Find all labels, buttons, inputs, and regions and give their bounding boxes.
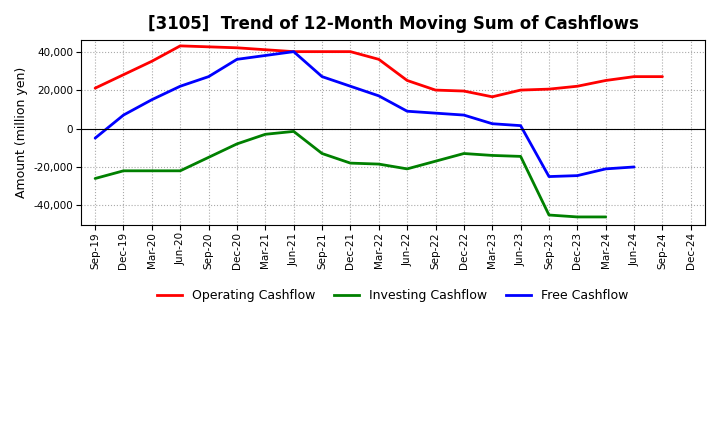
Investing Cashflow: [544, 213, 553, 218]
Investing Cashflow: [516, 154, 525, 159]
Free Cashflow: [289, 49, 298, 54]
Free Cashflow: [516, 123, 525, 128]
Free Cashflow: [261, 53, 270, 58]
Free Cashflow: [120, 113, 128, 118]
Operating Cashflow: [488, 94, 497, 99]
Free Cashflow: [176, 84, 184, 89]
Line: Operating Cashflow: Operating Cashflow: [95, 46, 662, 97]
Investing Cashflow: [346, 161, 355, 166]
Free Cashflow: [233, 57, 241, 62]
Legend: Operating Cashflow, Investing Cashflow, Free Cashflow: Operating Cashflow, Investing Cashflow, …: [153, 284, 634, 307]
Investing Cashflow: [176, 168, 184, 173]
Investing Cashflow: [488, 153, 497, 158]
Free Cashflow: [573, 173, 582, 178]
Free Cashflow: [459, 113, 468, 118]
Operating Cashflow: [120, 72, 128, 77]
Operating Cashflow: [658, 74, 667, 79]
Operating Cashflow: [544, 87, 553, 92]
Investing Cashflow: [374, 161, 383, 167]
Free Cashflow: [601, 166, 610, 172]
Operating Cashflow: [402, 78, 411, 83]
Investing Cashflow: [148, 168, 156, 173]
Investing Cashflow: [261, 132, 270, 137]
Investing Cashflow: [289, 129, 298, 134]
Line: Free Cashflow: Free Cashflow: [95, 51, 634, 176]
Y-axis label: Amount (million yen): Amount (million yen): [15, 67, 28, 198]
Investing Cashflow: [233, 141, 241, 147]
Operating Cashflow: [318, 49, 326, 54]
Free Cashflow: [374, 93, 383, 99]
Operating Cashflow: [374, 57, 383, 62]
Investing Cashflow: [91, 176, 99, 181]
Investing Cashflow: [459, 151, 468, 156]
Operating Cashflow: [233, 45, 241, 51]
Operating Cashflow: [346, 49, 355, 54]
Operating Cashflow: [431, 88, 440, 93]
Investing Cashflow: [120, 168, 128, 173]
Operating Cashflow: [204, 44, 213, 49]
Free Cashflow: [431, 110, 440, 116]
Operating Cashflow: [261, 47, 270, 52]
Operating Cashflow: [148, 59, 156, 64]
Operating Cashflow: [601, 78, 610, 83]
Investing Cashflow: [204, 155, 213, 160]
Free Cashflow: [148, 97, 156, 103]
Operating Cashflow: [289, 49, 298, 54]
Free Cashflow: [630, 164, 639, 169]
Operating Cashflow: [573, 84, 582, 89]
Investing Cashflow: [573, 214, 582, 220]
Investing Cashflow: [402, 166, 411, 172]
Free Cashflow: [402, 109, 411, 114]
Operating Cashflow: [516, 88, 525, 93]
Operating Cashflow: [176, 43, 184, 48]
Line: Investing Cashflow: Investing Cashflow: [95, 132, 606, 217]
Free Cashflow: [346, 84, 355, 89]
Free Cashflow: [318, 74, 326, 79]
Operating Cashflow: [459, 88, 468, 94]
Title: [3105]  Trend of 12-Month Moving Sum of Cashflows: [3105] Trend of 12-Month Moving Sum of C…: [148, 15, 639, 33]
Investing Cashflow: [318, 151, 326, 156]
Free Cashflow: [544, 174, 553, 179]
Free Cashflow: [91, 136, 99, 141]
Investing Cashflow: [431, 158, 440, 164]
Operating Cashflow: [91, 85, 99, 91]
Free Cashflow: [204, 74, 213, 79]
Free Cashflow: [488, 121, 497, 126]
Investing Cashflow: [601, 214, 610, 220]
Operating Cashflow: [630, 74, 639, 79]
